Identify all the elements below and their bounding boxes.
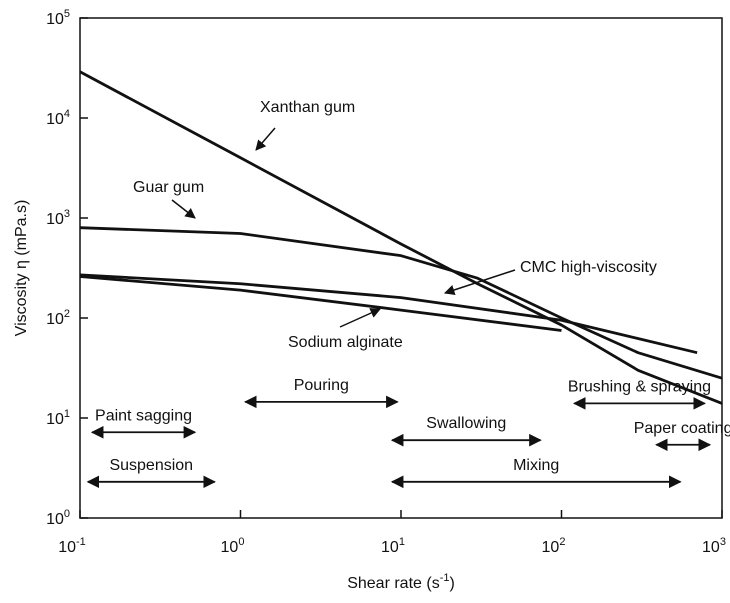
- x-tick-label: 10-1: [58, 536, 86, 556]
- range-label: Brushing & spraying: [568, 378, 711, 395]
- series-label: CMC high-viscosity: [520, 259, 657, 276]
- range-label: Mixing: [513, 457, 559, 474]
- label-arrow: [171, 199, 196, 219]
- series-label: Guar gum: [133, 179, 204, 196]
- range-label: Suspension: [109, 457, 193, 474]
- x-tick-label: 101: [381, 536, 405, 556]
- x-tick-label: 102: [542, 536, 566, 556]
- y-tick-label: 101: [46, 408, 70, 428]
- label-arrow: [255, 127, 276, 151]
- range-label: Pouring: [294, 377, 349, 394]
- series-line: [79, 70, 723, 405]
- series-line: [79, 275, 562, 332]
- x-axis-label: Shear rate (s-1): [347, 572, 455, 592]
- x-tick-label: 100: [221, 536, 245, 556]
- y-tick-label: 105: [46, 8, 70, 28]
- y-axis-label: Viscosity η (mPa.s): [13, 200, 30, 337]
- range-label: Swallowing: [426, 415, 506, 432]
- x-tick-label: 103: [702, 536, 726, 556]
- series-label: Xanthan gum: [260, 99, 355, 116]
- label-arrow: [444, 269, 516, 296]
- series-line: [79, 226, 723, 380]
- range-label: Paper coating: [634, 420, 730, 437]
- series-line: [79, 273, 698, 355]
- series-label: Sodium alginate: [288, 334, 403, 351]
- y-tick-label: 102: [46, 308, 70, 328]
- range-label: Paint sagging: [95, 407, 192, 424]
- label-arrow: [339, 308, 381, 328]
- y-tick-label: 100: [46, 508, 70, 528]
- y-tick-label: 104: [46, 108, 70, 128]
- y-tick-label: 103: [46, 208, 70, 228]
